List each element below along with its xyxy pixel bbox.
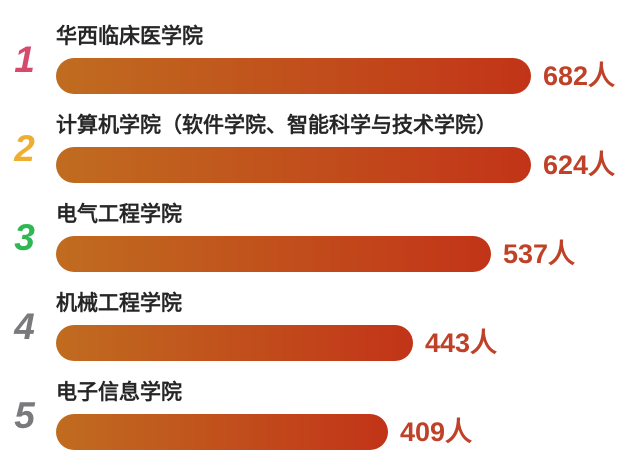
bar-line: 409人 <box>56 414 644 450</box>
row-content: 计算机学院（软件学院、智能科学与技术学院） 624人 <box>56 113 644 183</box>
rank-row-2: 2 计算机学院（软件学院、智能科学与技术学院） 624人 <box>0 113 644 183</box>
rank-number: 3 <box>14 216 35 258</box>
value-label: 682人 <box>543 60 616 91</box>
rank-cell: 3 <box>0 202 56 272</box>
value-label: 443人 <box>425 327 498 358</box>
category-label: 机械工程学院 <box>56 292 182 315</box>
value-label: 409人 <box>400 416 473 447</box>
bar-line: 682人 <box>56 58 644 94</box>
bar <box>56 58 531 94</box>
rank-cell: 4 <box>0 291 56 361</box>
bar-line: 624人 <box>56 147 644 183</box>
rank-row-4: 4 机械工程学院 443人 <box>0 291 644 361</box>
row-content: 电子信息学院 409人 <box>56 380 644 450</box>
value-label: 624人 <box>543 149 616 180</box>
row-content: 华西临床医学院 682人 <box>56 24 644 94</box>
rank-row-1: 1 华西临床医学院 682人 <box>0 24 644 94</box>
bar <box>56 325 413 361</box>
bar <box>56 414 388 450</box>
rank-row-5: 5 电子信息学院 409人 <box>0 380 644 450</box>
rank-number: 4 <box>14 305 35 347</box>
category-label: 电子信息学院 <box>56 381 182 404</box>
row-content: 机械工程学院 443人 <box>56 291 644 361</box>
rank-cell: 5 <box>0 380 56 450</box>
bar-line: 443人 <box>56 325 644 361</box>
rank-number: 2 <box>14 127 35 169</box>
bar-line: 537人 <box>56 236 644 272</box>
rank-row-3: 3 电气工程学院 537人 <box>0 202 644 272</box>
value-label: 537人 <box>503 238 576 269</box>
rank-number: 5 <box>14 394 35 436</box>
category-label: 计算机学院（软件学院、智能科学与技术学院） <box>56 114 497 137</box>
row-content: 电气工程学院 537人 <box>56 202 644 272</box>
bar <box>56 236 491 272</box>
rank-number: 1 <box>14 38 35 80</box>
category-label: 华西临床医学院 <box>56 25 203 48</box>
category-label: 电气工程学院 <box>56 203 182 226</box>
rank-cell: 2 <box>0 113 56 183</box>
bar <box>56 147 531 183</box>
rank-cell: 1 <box>0 24 56 94</box>
